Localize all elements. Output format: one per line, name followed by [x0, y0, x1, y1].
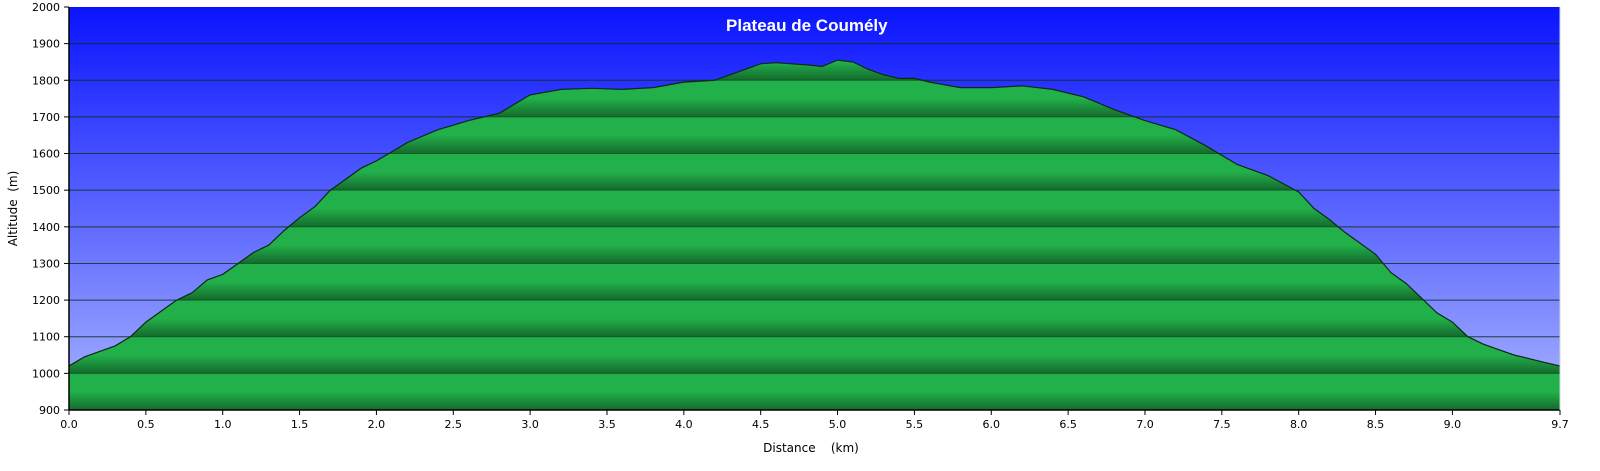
x-tick-label: 2.5 — [445, 418, 463, 431]
x-tick-label: 2.0 — [368, 418, 386, 431]
x-tick-label: 6.0 — [983, 418, 1001, 431]
elevation-area — [69, 60, 1560, 410]
y-tick-label: 900 — [39, 404, 60, 417]
axes — [68, 7, 1561, 411]
x-tick-label: 6.5 — [1059, 418, 1077, 431]
y-tick-label: 1400 — [32, 221, 60, 234]
x-tick-label: 9.0 — [1444, 418, 1462, 431]
x-tick-label: 5.5 — [906, 418, 924, 431]
chart-title: Plateau de Coumély — [726, 16, 888, 35]
x-tick-label: 8.5 — [1367, 418, 1385, 431]
x-tick-label: 3.5 — [598, 418, 616, 431]
y-tick-label: 1500 — [32, 184, 60, 197]
y-tick-label: 1700 — [32, 111, 60, 124]
x-axis-ticks: 0.0 0.5 1.0 1.5 2.0 2.5 3.0 3.5 4.0 4.5 5.0 5.5 6.0 6… — [60, 410, 1569, 431]
y-tick-label: 1900 — [32, 38, 60, 51]
x-tick-label: 4.0 — [675, 418, 693, 431]
y-tick-label: 1200 — [32, 294, 60, 307]
x-tick-label: 9.7 — [1551, 418, 1569, 431]
y-tick-label: 1800 — [32, 74, 60, 87]
x-tick-label: 4.5 — [752, 418, 770, 431]
elevation-line — [69, 59, 1560, 367]
y-axis-title: Altitude (m) — [6, 171, 20, 247]
x-tick-label: 1.5 — [291, 418, 309, 431]
x-tick-label: 0.5 — [137, 418, 155, 431]
x-tick-label: 7.5 — [1213, 418, 1231, 431]
x-axis-title: Distance (km) — [763, 441, 859, 455]
x-tick-label: 0.0 — [60, 418, 78, 431]
y-axis-ticks: 2000 1900 1800 1700 1600 1500 1400 1300 1200 1100… — [32, 1, 69, 417]
x-tick-label: 3.0 — [521, 418, 539, 431]
y-tick-label: 1000 — [32, 367, 60, 380]
y-tick-label: 1600 — [32, 148, 60, 161]
y-tick-label: 2000 — [32, 1, 60, 14]
y-tick-label: 1100 — [32, 331, 60, 344]
gridlines-over-fill — [69, 43, 1560, 374]
x-tick-label: 8.0 — [1290, 418, 1308, 431]
x-tick-label: 1.0 — [214, 418, 232, 431]
x-tick-label: 5.0 — [829, 418, 847, 431]
x-tick-label: 7.0 — [1136, 418, 1154, 431]
y-tick-label: 1300 — [32, 257, 60, 270]
